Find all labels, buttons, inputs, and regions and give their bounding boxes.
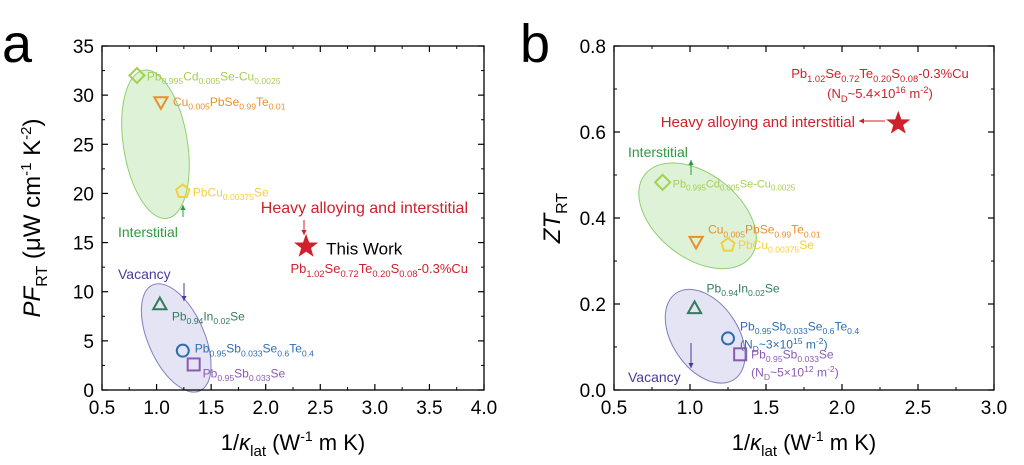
marker-square <box>186 357 201 372</box>
interstitial-arrow-head <box>180 205 186 210</box>
vacancy-label: Vacancy <box>628 369 681 385</box>
y-tick-label: 0.0 <box>580 381 606 402</box>
marker-triangle-up <box>686 299 703 315</box>
y-axis-label: PFRT (μW cm-1 K-2) <box>18 119 51 318</box>
marker-square <box>733 347 748 362</box>
panel-b: b 0.5 1.0 1.5 2.0 2.5 3.0 0.0 0.2 0.4 0.6 0.8 1/κlat… <box>520 14 1007 460</box>
point-label: Cu0.005PbSe0.99Te0.01 <box>173 95 286 112</box>
interstitial-arrow-head <box>688 160 694 165</box>
y-tick-label: 0.4 <box>580 209 607 230</box>
interstitial-region <box>638 162 757 270</box>
this-work-formula: Pb1.02Se0.72Te0.20S0.08-0.3%Cu <box>290 261 468 279</box>
heavy-alloying-arrow-head <box>859 118 864 124</box>
y-axis-label: ZTRT <box>539 193 571 245</box>
marker-diamond <box>653 173 672 192</box>
point-label: This Work <box>326 240 403 259</box>
y-tick-label: 25 <box>73 135 94 156</box>
y-tick-label: 20 <box>73 184 94 205</box>
x-tick-label: 0.5 <box>89 398 115 419</box>
vacancy-region <box>664 288 746 384</box>
y-tick-label: 15 <box>73 234 94 255</box>
x-tick-label: 4.0 <box>471 398 497 419</box>
point-label: Pb0.95Sb0.033Se <box>751 347 834 364</box>
interstitial-region <box>121 69 190 220</box>
interstitial-label: Interstitial <box>118 224 178 240</box>
vacancy-arrow-head <box>181 296 187 301</box>
point-label: (ND~5×1012 m-2) <box>751 364 839 382</box>
panel-a: a 0.5 1.0 1.5 2.0 2.5 3.0 3.5 4.0 0 5 10 15 20 25 30 35 1… <box>2 14 497 460</box>
marker-pentagon <box>720 236 736 252</box>
x-tick-label: 1.0 <box>143 398 169 419</box>
point-label: Pb0.95Sb0.033Se0.6Te0.4 <box>740 319 859 336</box>
heavy-alloying-arrow-head <box>301 230 307 235</box>
y-tick-label: 0.2 <box>580 295 606 316</box>
marker-triangle-down <box>152 96 170 111</box>
x-tick-label: 3.0 <box>981 398 1007 419</box>
vacancy-arrow-head <box>688 363 694 368</box>
point-label: PbCu0.00375Se <box>193 185 269 202</box>
interstitial-label: Interstitial <box>628 144 688 160</box>
y-tick-label: 0 <box>83 381 94 402</box>
this-work-formula: Pb1.02Se0.72Te0.20S0.08-0.3%Cu <box>791 66 969 84</box>
point-label: Pb0.95Sb0.033Se0.6Te0.4 <box>195 342 314 359</box>
x-tick-label: 0.5 <box>601 398 627 419</box>
marker-star <box>294 233 319 257</box>
y-tick-label: 35 <box>73 37 94 58</box>
marker-diamond <box>128 66 146 85</box>
x-tick-label: 2.5 <box>307 398 333 419</box>
x-tick-label: 1.5 <box>198 398 224 419</box>
this-work-formula: (ND~5.4×1016 m-2) <box>827 85 933 104</box>
x-axis-label: 1/κlat (W-1 m K) <box>732 428 876 460</box>
x-tick-label: 1.0 <box>677 398 703 419</box>
x-tick-label: 1.5 <box>753 398 779 419</box>
x-axis-label: 1/κlat (W-1 m K) <box>221 428 365 460</box>
marker-circle <box>721 331 735 346</box>
marker-pentagon <box>175 183 191 199</box>
marker-star <box>886 110 911 134</box>
point-label: Pb0.94In0.02Se <box>172 309 245 326</box>
y-tick-label: 30 <box>73 86 94 107</box>
point-label: Pb0.95Sb0.033Se <box>203 366 286 383</box>
marker-triangle-down <box>687 235 705 251</box>
x-tick-label: 2.0 <box>253 398 279 419</box>
vacancy-label: Vacancy <box>118 266 171 282</box>
heavy-alloying-label: Heavy alloying and interstitial <box>261 200 468 217</box>
x-tick-label: 2.0 <box>829 398 855 419</box>
y-tick-label: 5 <box>83 332 94 353</box>
point-label: PbCu0.00375Se <box>738 238 814 255</box>
point-label: Pb0.995Cd0.005Se-Cu0.0025 <box>673 178 796 192</box>
y-tick-label: 0.6 <box>580 123 606 144</box>
x-tick-label: 3.0 <box>362 398 388 419</box>
y-tick-label: 0.8 <box>580 37 606 58</box>
marker-circle <box>175 343 190 358</box>
marker-triangle-up <box>151 295 169 311</box>
y-tick-label: 10 <box>73 283 94 304</box>
vacancy-region <box>140 283 212 393</box>
panel-letter: a <box>2 14 33 74</box>
x-tick-label: 2.5 <box>905 398 931 419</box>
point-label: Pb0.995Cd0.005Se-Cu0.0025 <box>147 69 281 86</box>
x-tick-label: 3.5 <box>416 398 442 419</box>
point-label: Cu0.005PbSe0.99Te0.01 <box>708 223 821 240</box>
point-label: Pb0.94In0.02Se <box>707 281 780 298</box>
panel-letter: b <box>520 14 550 74</box>
heavy-alloying-label: Heavy alloying and interstitial <box>661 114 855 131</box>
